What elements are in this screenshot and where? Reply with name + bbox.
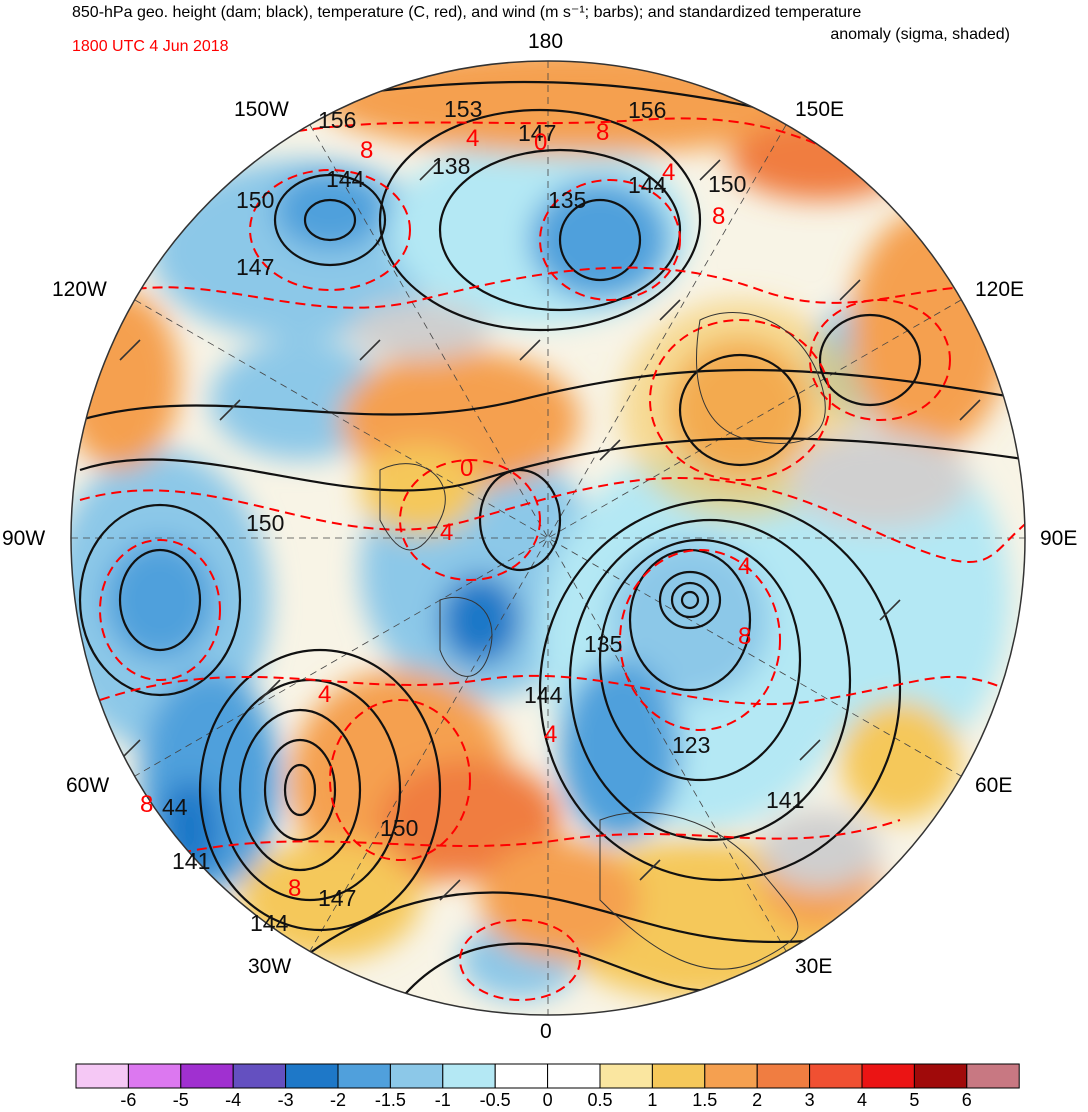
colorbar-box	[75, 1063, 129, 1089]
map-title: 850-hPa geo. height (dam; black), temper…	[72, 2, 1072, 43]
height-label: 138	[432, 153, 470, 179]
colorbar-box	[494, 1063, 549, 1089]
colorbar-tick: -5	[172, 1090, 189, 1110]
temperature-label: 4	[662, 159, 675, 186]
height-label: 147	[318, 885, 356, 911]
graticule	[71, 61, 1025, 1015]
colorbar-box	[913, 1063, 968, 1089]
lon-label-90e: 90E	[1040, 527, 1078, 550]
colorbar-box	[547, 1063, 601, 1089]
colorbar-box	[704, 1063, 758, 1089]
temperature-label: 8	[140, 791, 153, 818]
colorbar-box	[861, 1063, 915, 1089]
height-label: 150	[246, 510, 284, 536]
lon-label-150e: 150E	[795, 98, 845, 121]
lon-label-30w: 30W	[248, 955, 292, 978]
temperature-label: 8	[712, 203, 725, 230]
colorbar-tick: -2	[329, 1090, 347, 1110]
height-label: 144	[326, 166, 365, 192]
lon-label-0: 0	[540, 1020, 552, 1043]
colorbar-tick: 0.5	[587, 1090, 613, 1110]
height-label: 150	[380, 815, 418, 841]
anomaly-shading	[71, 61, 1025, 1015]
colorbar-box	[966, 1063, 1020, 1089]
height-label: 147	[236, 254, 274, 280]
colorbar-tick: -4	[225, 1090, 242, 1110]
temperature-label: 4	[318, 681, 331, 708]
lon-label-180: 180	[528, 30, 564, 53]
title-line-2: anomaly (sigma, shaded)	[830, 26, 1010, 43]
colorbar-tick: -6	[120, 1090, 137, 1110]
colorbar-box	[809, 1063, 863, 1089]
temperature-label: 4	[738, 553, 751, 580]
temperature-label: 8	[360, 137, 373, 164]
height-label: 150	[236, 187, 274, 213]
temperature-labels: 8 4 0 8 4 8 4 0 4 8 4 8 8 4	[140, 119, 751, 902]
height-label: 135	[548, 187, 586, 213]
colorbar-box	[651, 1063, 706, 1089]
height-labels: 153 156 156 147 144 138 135 150 150 144 …	[162, 96, 804, 936]
height-label: 144	[524, 682, 563, 708]
height-label: 147	[518, 120, 556, 146]
lon-label-90w: 90W	[2, 527, 46, 550]
temperature-label: 4	[544, 721, 557, 748]
colorbar-box	[127, 1063, 182, 1089]
colorbar-tick: -0.5	[479, 1090, 511, 1110]
temperature-label: 4	[440, 519, 453, 546]
height-label: 156	[318, 107, 356, 133]
height-label: 141	[172, 848, 210, 874]
colorbar-tick: -1	[434, 1090, 451, 1110]
temperature-label: 8	[596, 119, 609, 146]
colorbar-box	[599, 1063, 653, 1089]
colorbar-tick: 1	[647, 1090, 658, 1110]
height-label: 153	[444, 96, 482, 122]
colorbar-tick: 2	[752, 1090, 763, 1110]
colorbar-box	[232, 1063, 287, 1089]
temperature-label: 0	[460, 455, 473, 482]
colorbar-box	[442, 1063, 496, 1089]
colorbar-box	[756, 1063, 811, 1089]
colorbar-box	[180, 1063, 234, 1089]
colorbar-tick: 1.5	[692, 1090, 718, 1110]
temperature-label: 4	[466, 125, 479, 152]
valid-time: 1800 UTC 4 Jun 2018	[72, 38, 229, 55]
map-border	[70, 60, 1026, 1016]
height-label: 141	[766, 787, 804, 813]
temperature-label: 8	[738, 623, 751, 650]
temperature-label: 0	[534, 129, 547, 156]
colorbar-box	[285, 1063, 339, 1089]
lon-label-60w: 60W	[66, 774, 110, 797]
height-label: 123	[672, 732, 710, 758]
lon-label-120w: 120W	[52, 278, 107, 301]
colorbar-box	[389, 1063, 444, 1089]
lon-label-60e: 60E	[975, 774, 1013, 797]
height-label: 44	[162, 794, 188, 820]
colorbar-box	[337, 1063, 391, 1089]
temperature-label: 8	[288, 875, 301, 902]
colorbar-tick: 0	[542, 1090, 553, 1110]
lon-label-120e: 120E	[975, 278, 1025, 301]
coastlines	[379, 312, 826, 970]
colorbar-tick: -3	[277, 1090, 294, 1110]
colorbar-tick: -1.5	[374, 1090, 406, 1110]
colorbar-tick: 6	[961, 1090, 972, 1110]
title-line-1: 850-hPa geo. height (dam; black), temper…	[72, 4, 862, 21]
colorbar-tick: 3	[804, 1090, 815, 1110]
height-label: 144	[628, 172, 667, 198]
height-label: 135	[584, 631, 622, 657]
colorbar-tick: 4	[856, 1090, 868, 1110]
lon-label-30e: 30E	[795, 955, 833, 978]
colorbar-tick: 5	[909, 1090, 920, 1110]
height-label: 156	[628, 97, 666, 123]
lon-label-150w: 150W	[234, 98, 289, 121]
height-label: 144	[250, 910, 289, 936]
height-label: 150	[708, 171, 746, 197]
